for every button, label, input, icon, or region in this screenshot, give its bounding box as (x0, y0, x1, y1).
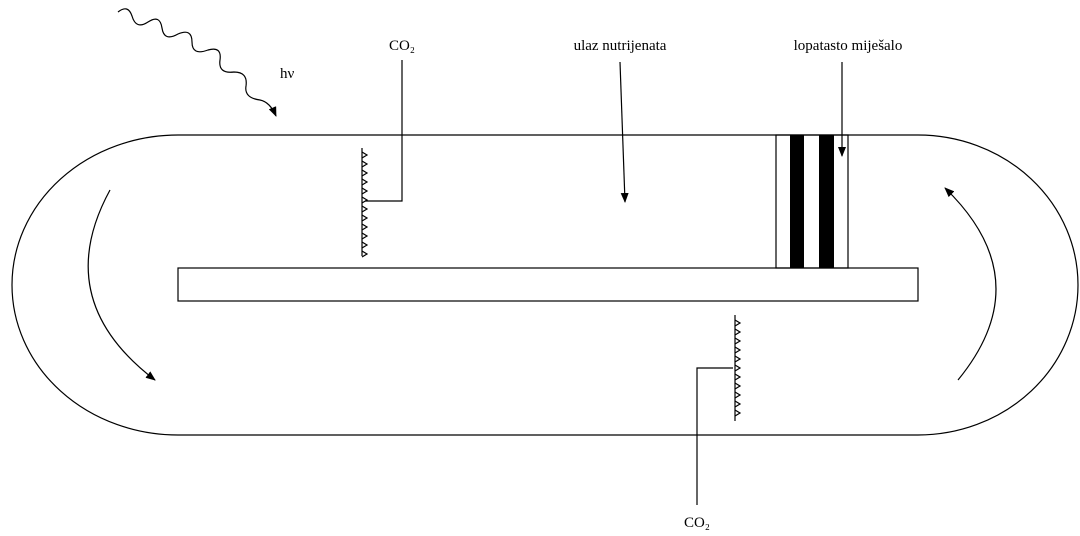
co2-pipe (365, 60, 403, 202)
nutrients-arrow (619, 61, 629, 203)
track-outline (11, 134, 1079, 436)
flow-arrow (87, 189, 156, 381)
paddle-blade (790, 135, 804, 268)
light-label: hν (280, 66, 295, 82)
nutrients-label: ulaz nutrijenata (574, 38, 667, 54)
paddle-blade (819, 135, 834, 268)
co2-label: CO₂ (684, 515, 710, 531)
mixer-label: lopatasto miješalo (794, 38, 903, 54)
co2-label: CO₂ (389, 38, 415, 54)
center-divider (177, 267, 919, 302)
light-wave (117, 8, 277, 117)
diffuser-ticks (361, 151, 369, 258)
diffuser-ticks (734, 319, 742, 417)
flow-arrow (944, 187, 997, 381)
paddle-wheel (775, 134, 849, 269)
co2-pipe (696, 367, 733, 505)
